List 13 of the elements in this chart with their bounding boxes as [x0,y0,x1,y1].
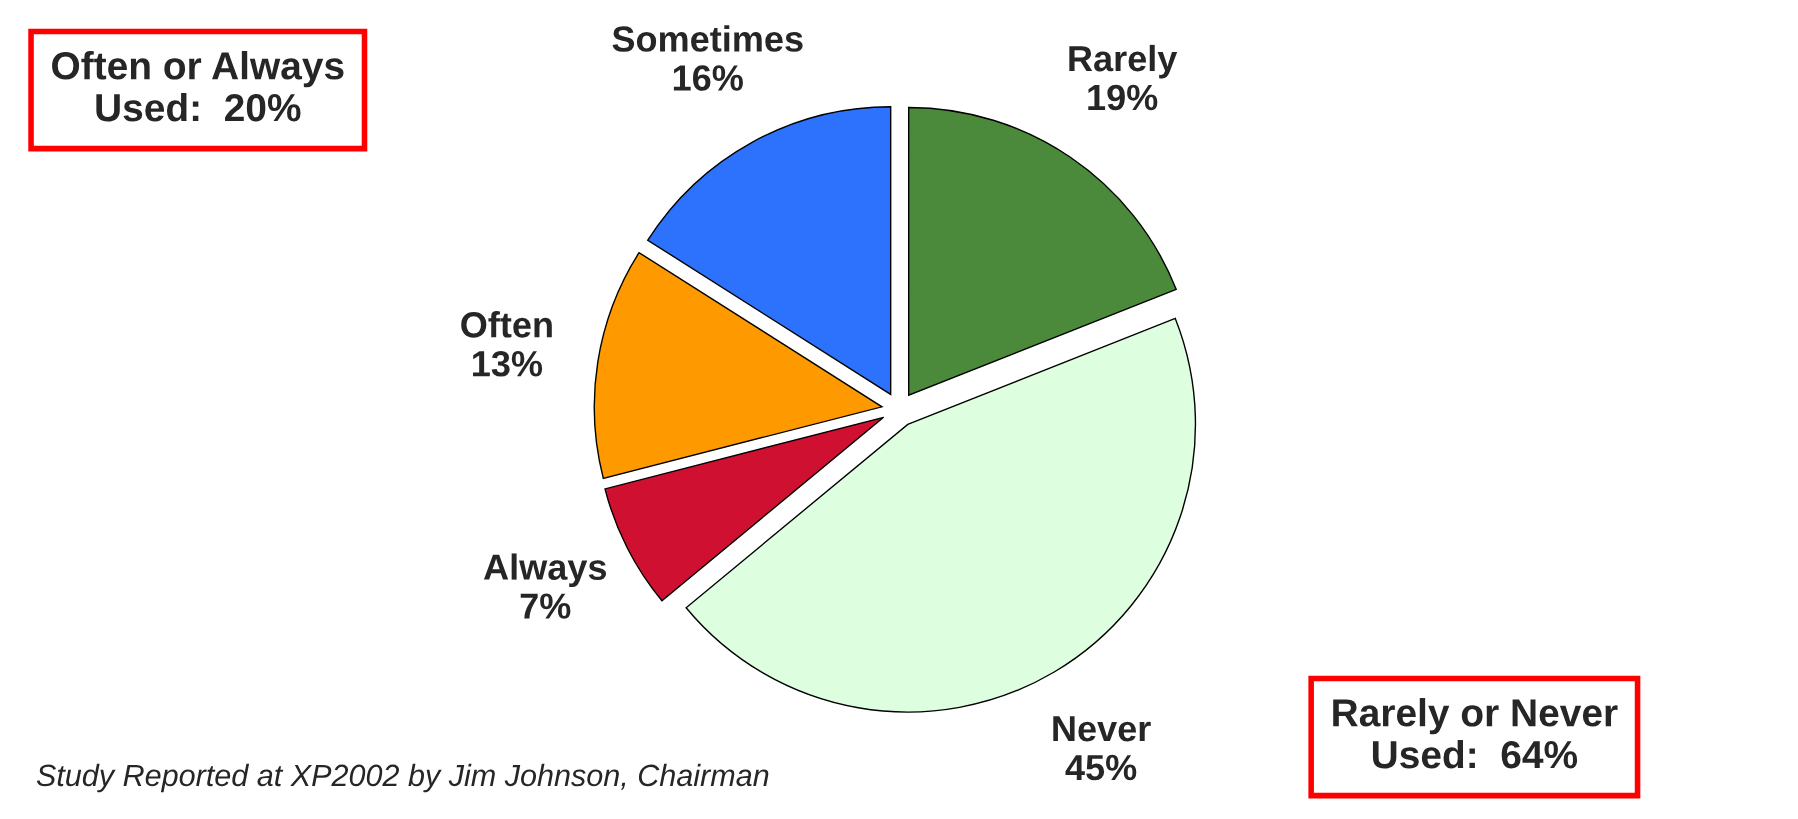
slice-label: Sometimes [612,25,803,52]
text: Rarely or Never Used: 64% [1333,698,1618,769]
data-label: 13% [473,350,543,377]
slice-label: Never [1053,716,1151,742]
data-label: 7% [520,593,571,619]
text: Study Reported at XP2002 by Jim Johnson, Chairman [36,763,769,793]
slice-label: Always [483,553,607,588]
data-label: 19% [1088,84,1158,111]
data-label: 16% [673,65,743,91]
data-label: 45% [1065,754,1137,781]
slice-label: Rarely [1069,44,1178,79]
text: Often or Always Used: 20% [52,51,344,122]
slice-label: Often [461,311,552,338]
